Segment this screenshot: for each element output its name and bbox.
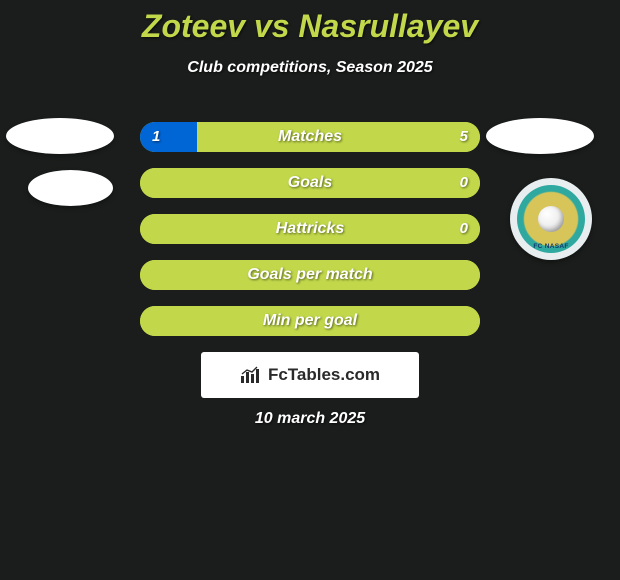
club-badge-right: FC NASAF <box>510 178 592 260</box>
page-title: Zoteev vs Nasrullayev <box>0 0 620 45</box>
club-badge-right-inner: FC NASAF <box>517 185 585 253</box>
club-badge-left <box>28 170 113 206</box>
stat-bar: Min per goal <box>140 306 480 336</box>
club-badge-right-label: FC NASAF <box>517 185 585 253</box>
stat-bars: Matches15Goals0Hattricks0Goals per match… <box>140 122 480 352</box>
stat-bar-label: Hattricks <box>140 214 480 244</box>
fctables-logo: FcTables.com <box>201 352 419 398</box>
comparison-infographic: Zoteev vs Nasrullayev Club competitions,… <box>0 0 620 580</box>
stat-bar: Goals0 <box>140 168 480 198</box>
stat-bar: Goals per match <box>140 260 480 290</box>
stat-bar-label: Goals per match <box>140 260 480 290</box>
stat-bar-value-right: 0 <box>460 214 468 244</box>
subtitle: Club competitions, Season 2025 <box>0 59 620 77</box>
stat-bar-label: Matches <box>140 122 480 152</box>
stat-bar: Matches1 5 <box>140 122 480 152</box>
country-flag-right <box>486 118 594 154</box>
bar-chart-icon <box>240 366 262 384</box>
stat-bar-value-right: 5 <box>460 122 468 152</box>
stat-bar-label: Goals <box>140 168 480 198</box>
date-text: 10 march 2025 <box>0 410 620 428</box>
stat-bar-value-left: 1 <box>152 122 160 152</box>
country-flag-left <box>6 118 114 154</box>
stat-bar-value-right: 0 <box>460 168 468 198</box>
stat-bar-label: Min per goal <box>140 306 480 336</box>
fctables-logo-text: FcTables.com <box>268 365 380 385</box>
stat-bar: Hattricks0 <box>140 214 480 244</box>
